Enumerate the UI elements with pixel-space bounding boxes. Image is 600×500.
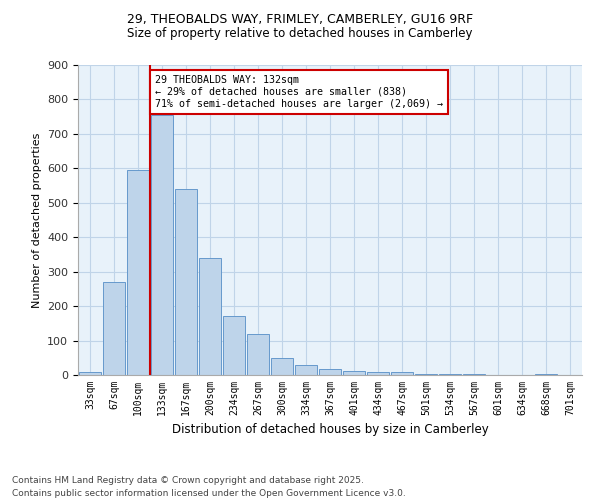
Bar — [151, 115, 173, 375]
X-axis label: Distribution of detached houses by size in Camberley: Distribution of detached houses by size … — [172, 424, 488, 436]
Bar — [199, 258, 221, 375]
Bar — [319, 369, 341, 375]
Bar — [175, 189, 197, 375]
Bar — [271, 358, 293, 375]
Text: Contains public sector information licensed under the Open Government Licence v3: Contains public sector information licen… — [12, 489, 406, 498]
Text: 29, THEOBALDS WAY, FRIMLEY, CAMBERLEY, GU16 9RF: 29, THEOBALDS WAY, FRIMLEY, CAMBERLEY, G… — [127, 12, 473, 26]
Bar — [367, 372, 389, 375]
Bar — [223, 316, 245, 375]
Bar — [127, 170, 149, 375]
Text: 29 THEOBALDS WAY: 132sqm
← 29% of detached houses are smaller (838)
71% of semi-: 29 THEOBALDS WAY: 132sqm ← 29% of detach… — [155, 76, 443, 108]
Text: Contains HM Land Registry data © Crown copyright and database right 2025.: Contains HM Land Registry data © Crown c… — [12, 476, 364, 485]
Bar — [247, 334, 269, 375]
Bar — [463, 374, 485, 375]
Text: Size of property relative to detached houses in Camberley: Size of property relative to detached ho… — [127, 28, 473, 40]
Y-axis label: Number of detached properties: Number of detached properties — [32, 132, 41, 308]
Bar — [415, 374, 437, 375]
Bar — [343, 371, 365, 375]
Bar — [79, 372, 101, 375]
Bar — [391, 372, 413, 375]
Bar — [103, 282, 125, 375]
Bar — [295, 366, 317, 375]
Bar — [439, 374, 461, 375]
Bar — [535, 374, 557, 375]
